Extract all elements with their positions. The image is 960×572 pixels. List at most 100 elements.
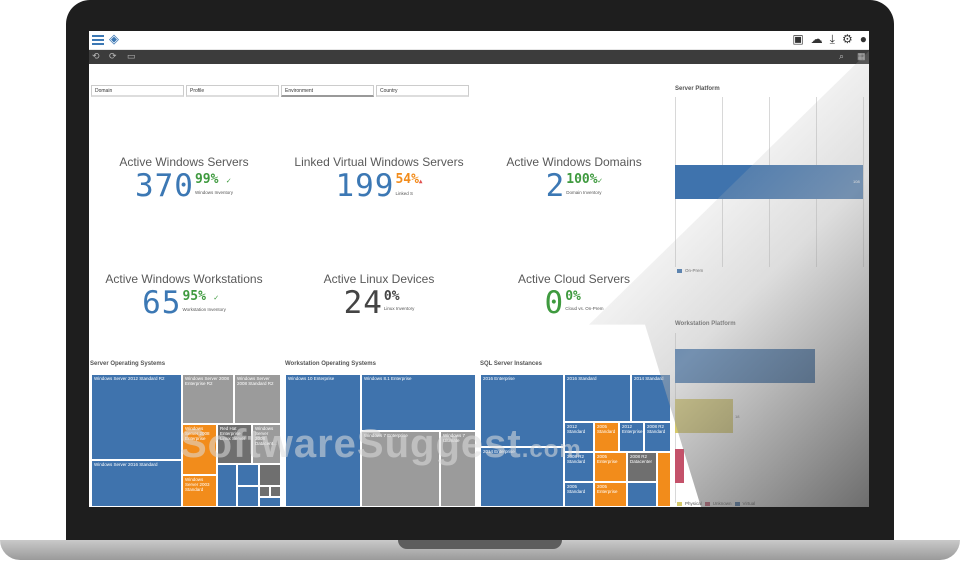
- kpi-percent: 100%: [566, 172, 598, 187]
- grid-icon[interactable]: ▦: [857, 51, 866, 61]
- treemap-cell[interactable]: Windows Server 2003 Standard: [182, 475, 217, 507]
- treemap-cell[interactable]: Windows 10 Enterprise: [285, 374, 361, 507]
- top-bar: ◈ ▣ ☁ ⤓ ⚙ ●: [89, 31, 869, 50]
- clear-selections-icon[interactable]: ▭: [127, 51, 136, 61]
- treemap-cell[interactable]: Windows 7 Ultimate: [440, 431, 476, 507]
- kpi-subtitle: Workstation Inventory: [182, 307, 226, 312]
- legend-label: Unknown: [712, 501, 732, 506]
- kpi-percent: 99%: [194, 172, 219, 187]
- kpi-windows-servers[interactable]: Active Windows Servers 370 99% ✓ Windows…: [89, 155, 279, 202]
- bar-physical[interactable]: [675, 399, 733, 433]
- kpi-title: Active Cloud Servers: [517, 272, 631, 286]
- kpi-percent: 95%: [182, 289, 206, 304]
- kpi-percent: 0%: [383, 289, 400, 304]
- kpi-value: 0: [544, 285, 565, 321]
- treemap-cell[interactable]: Windows 7 Enterprise: [361, 431, 440, 507]
- treemap-cell[interactable]: [237, 464, 259, 486]
- treemap-cell[interactable]: [259, 464, 281, 486]
- check-icon: ✓: [226, 176, 232, 185]
- treemap-cell[interactable]: 2005 Enterprise: [594, 452, 627, 482]
- base-bar: [0, 540, 960, 560]
- server-os-title: Server Operating Systems: [90, 361, 166, 367]
- cloud-icon[interactable]: ☁: [810, 32, 823, 46]
- kpi-title: Active Linux Devices: [323, 272, 435, 286]
- filter-country[interactable]: Country: [376, 85, 469, 97]
- treemap-cell[interactable]: [270, 486, 281, 497]
- kpi-title: Active Windows Servers: [119, 155, 249, 169]
- selection-toolbar: ⟲ ⟳ ▭ ⌕ ▦: [89, 50, 869, 64]
- kpi-title: Linked Virtual Windows Servers: [294, 155, 464, 169]
- back-icon[interactable]: ⟲: [92, 51, 100, 61]
- legend-label: On-Prem: [685, 268, 704, 273]
- kpi-windows-workstations[interactable]: Active Windows Workstations 65 95% ✓ Wor…: [89, 272, 279, 319]
- workstation-platform-legend: Physical Unknown Virtual: [677, 501, 755, 506]
- kpi-linked-virtual-servers[interactable]: Linked Virtual Windows Servers 199 54%▲ …: [284, 155, 474, 202]
- treemap-cell[interactable]: [657, 452, 671, 507]
- kpi-subtitle: Cloud vs. On-Prem: [565, 306, 604, 311]
- comment-icon[interactable]: ▣: [792, 32, 804, 46]
- warning-icon: ▲: [418, 178, 423, 185]
- treemap-cell[interactable]: 2014 Standard: [631, 374, 671, 422]
- bar-label: 44: [817, 364, 822, 369]
- kpi-subtitle: Domain Inventory: [566, 190, 602, 195]
- treemap-cell[interactable]: 2012 Enterprise: [619, 422, 644, 452]
- base-notch: [398, 540, 562, 549]
- user-icon[interactable]: ●: [859, 32, 867, 46]
- treemap-cell[interactable]: [259, 497, 281, 507]
- treemap-cell[interactable]: 2005 Enterprise: [594, 482, 627, 507]
- settings-icon[interactable]: ⚙: [841, 32, 853, 46]
- treemap-cell[interactable]: Windows Server 2012 Standard R2: [91, 374, 182, 460]
- treemap-cell[interactable]: 2008 R2 Datacenter: [627, 452, 657, 482]
- kpi-value: 65: [142, 285, 182, 321]
- kpi-windows-domains[interactable]: Active Windows Domains 2 100%✓ Domain In…: [479, 155, 669, 202]
- bar-unknown[interactable]: [675, 449, 684, 483]
- sql-instances-title: SQL Server Instances: [480, 361, 542, 367]
- server-platform-chart: 108: [675, 97, 865, 267]
- server-platform-legend: On-Prem: [677, 268, 703, 273]
- treemap-cell[interactable]: Windows Server 2008 Datacent...: [252, 424, 281, 464]
- kpi-cloud-servers[interactable]: Active Cloud Servers 0 0% Cloud vs. On-P…: [479, 272, 669, 319]
- legend-label: Virtual: [742, 501, 756, 506]
- treemap-cell[interactable]: 2008 R2 Standard: [564, 452, 594, 482]
- kpi-value: 24: [343, 285, 383, 321]
- gridline: [863, 97, 864, 267]
- treemap-cell[interactable]: Windows 8.1 Enterprise: [361, 374, 476, 431]
- kpi-value: 199: [335, 168, 395, 204]
- bar-label: 108: [853, 179, 860, 184]
- bar-on-prem[interactable]: [675, 165, 863, 199]
- kpi-subtitle: Linked S: [395, 191, 413, 196]
- kpi-title: Active Windows Domains: [506, 155, 642, 169]
- treemap-cell[interactable]: Windows Server 2008 Enterprise: [182, 424, 217, 475]
- download-icon[interactable]: ⤓: [829, 32, 835, 46]
- kpi-linux-devices[interactable]: Active Linux Devices 24 0% Linux Invento…: [284, 272, 474, 319]
- filter-profile[interactable]: Profile: [186, 85, 279, 97]
- treemap-cell[interactable]: Red Hat Enterprise Linux Server: [217, 424, 252, 464]
- bar-virtual[interactable]: [675, 349, 815, 383]
- treemap-cell[interactable]: Windows Server 2008 Enterprise R2: [182, 374, 234, 424]
- filter-environment[interactable]: Environment: [281, 85, 374, 97]
- treemap-cell[interactable]: 2012 Standard: [564, 422, 594, 452]
- server-platform-title: Server Platform: [675, 86, 720, 92]
- search-icon[interactable]: ⌕: [839, 51, 845, 61]
- treemap-cell[interactable]: 2005 Standard: [594, 422, 619, 452]
- forward-icon[interactable]: ⟳: [109, 51, 117, 61]
- treemap-cell[interactable]: Windows Server 2008 Standard R2: [234, 374, 281, 424]
- treemap-cell[interactable]: 2016 Enterprise: [480, 374, 564, 447]
- app-logo-icon[interactable]: ◈: [109, 31, 119, 46]
- treemap-cell[interactable]: [259, 486, 270, 497]
- treemap-cell[interactable]: [237, 486, 259, 507]
- treemap-cell[interactable]: 2014 Enterprise: [480, 447, 564, 507]
- treemap-cell[interactable]: [217, 464, 237, 507]
- treemap-cell[interactable]: 2008 R2 Standard: [644, 422, 671, 452]
- treemap-cell[interactable]: 2016 Standard: [564, 374, 631, 422]
- top-right-icons: ▣ ☁ ⤓ ⚙ ●: [792, 32, 867, 47]
- filter-bar: Domain Profile Environment Country: [91, 85, 469, 97]
- kpi-title: Active Windows Workstations: [105, 272, 263, 286]
- check-icon: ✓: [213, 293, 219, 302]
- treemap-cell[interactable]: 2005 Standard: [564, 482, 594, 507]
- menu-icon[interactable]: [92, 33, 104, 45]
- treemap-cell[interactable]: Windows Server 2016 Standard: [91, 460, 182, 507]
- treemap-cell[interactable]: [627, 482, 657, 507]
- filter-domain[interactable]: Domain: [91, 85, 184, 97]
- app-screen: ◈ ▣ ☁ ⤓ ⚙ ● ⟲ ⟳ ▭ ⌕ ▦ Domain Profile Env…: [89, 31, 869, 507]
